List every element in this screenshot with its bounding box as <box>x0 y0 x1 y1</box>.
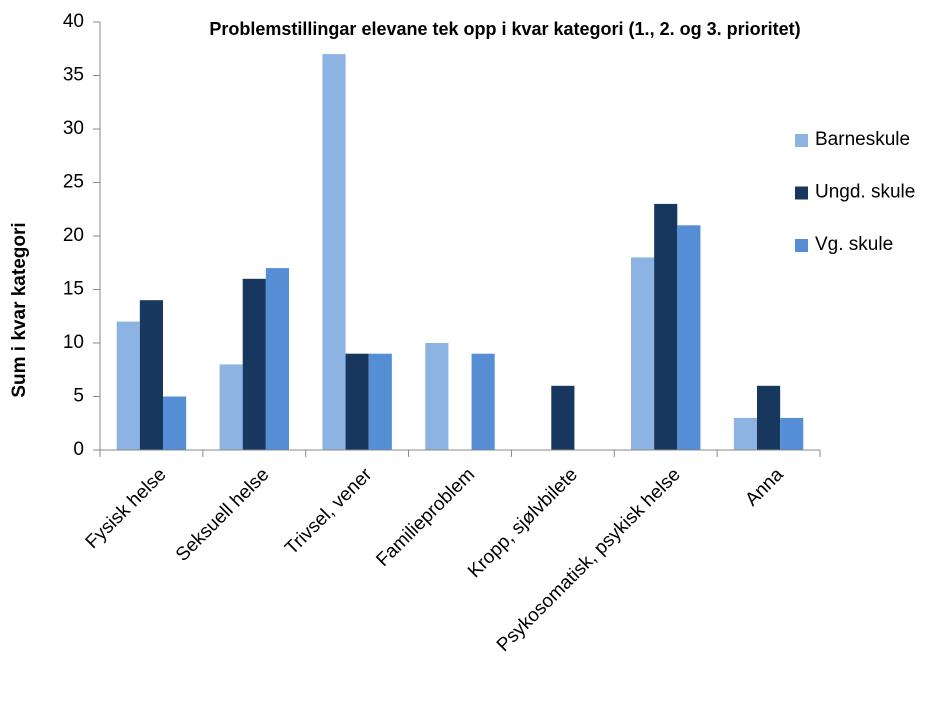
bar <box>471 353 495 450</box>
y-tick-label: 20 <box>63 225 84 246</box>
bar <box>780 417 804 450</box>
bar <box>265 268 289 450</box>
legend-swatch <box>795 134 808 147</box>
bar <box>322 54 346 450</box>
y-tick-label: 15 <box>63 279 84 300</box>
y-tick-label: 0 <box>73 439 84 460</box>
legend-swatch <box>795 239 808 252</box>
bar <box>116 321 140 450</box>
bar <box>757 385 781 450</box>
x-tick-label: Psykosomatisk, psykisk helse <box>493 464 685 656</box>
y-tick-label: 5 <box>73 386 84 407</box>
legend-label: Vg. skule <box>815 234 893 255</box>
bar <box>425 343 449 450</box>
bar <box>163 396 187 450</box>
y-tick-label: 10 <box>63 332 84 353</box>
bar <box>733 417 757 450</box>
x-tick-label: Trivsel, vener <box>281 464 376 559</box>
bar <box>345 353 369 450</box>
y-tick-label: 25 <box>63 172 84 193</box>
legend-swatch <box>795 186 808 200</box>
bar <box>551 385 575 450</box>
legend-label: Ungd. skule <box>815 182 915 203</box>
bar <box>654 203 678 450</box>
x-tick-label: Seksuell helse <box>172 464 273 565</box>
bar <box>368 353 392 450</box>
chart-title: Problemstillingar elevane tek opp i kvar… <box>209 19 800 39</box>
y-tick-label: 35 <box>63 65 84 86</box>
bar <box>219 364 243 450</box>
x-tick-label: Fysisk helse <box>82 464 171 553</box>
x-tick-label: Anna <box>741 464 788 511</box>
y-axis-label: Sum i kvar kategori <box>9 222 30 397</box>
x-tick-label: Kropp, sjølvbilete <box>464 464 582 582</box>
bar <box>677 225 701 450</box>
y-tick-label: 30 <box>63 118 84 139</box>
bar <box>139 300 163 450</box>
x-tick-label: Familieproblem <box>372 464 479 571</box>
bar <box>242 278 266 450</box>
y-tick-label: 40 <box>63 11 84 32</box>
legend-label: Barneskule <box>815 129 910 150</box>
bar <box>631 257 655 450</box>
